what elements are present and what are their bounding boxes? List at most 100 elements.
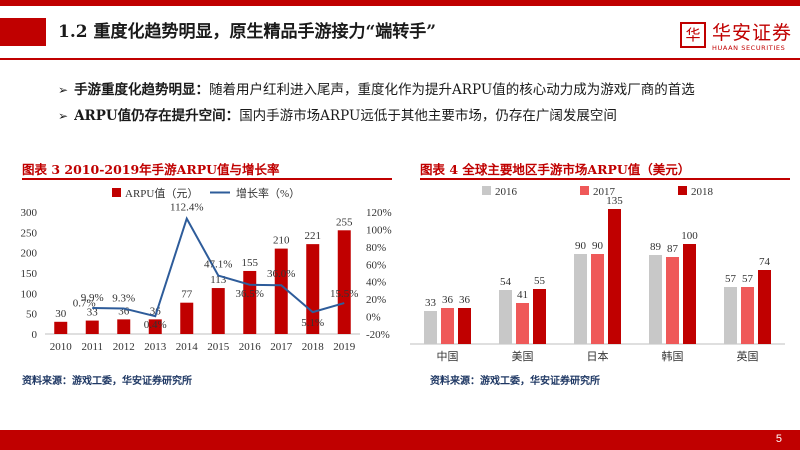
arrow-bullet-icon: ➢ — [58, 83, 69, 97]
chart2-legend-swatch — [580, 186, 589, 195]
chart1-bar — [54, 321, 68, 334]
chart2-bar-label: 100 — [681, 230, 698, 242]
chart1-line-label: 36.5% — [236, 288, 264, 300]
chart1-y-right-tick: 120% — [366, 207, 392, 219]
arrow-bullet-icon: ➢ — [58, 109, 69, 123]
chart1-line-label: 0.4% — [144, 319, 167, 331]
chart1-x-tick: 2014 — [176, 341, 199, 353]
logo-seal-icon: 华 — [680, 22, 706, 48]
chart1-x-tick: 2011 — [81, 341, 103, 353]
chart1-bar-label: 33 — [87, 307, 99, 319]
page-title: 1.2 重度化趋势明显，原生精品手游接力“端转手” — [58, 22, 437, 42]
chart2-bar — [649, 255, 662, 344]
chart2-bar-label: 57 — [742, 273, 754, 285]
chart1-y-right-tick: 0% — [366, 312, 381, 324]
chart2-bar-label: 54 — [500, 276, 512, 288]
chart2-x-tick: 韩国 — [662, 349, 684, 363]
bullet-2: ➢ ARPU值仍存在提升空间：国内手游市场ARPU远低于其他主要市场，仍存在广阔发… — [58, 104, 617, 124]
chart1-x-tick: 2018 — [302, 341, 325, 353]
chart1-bar — [117, 319, 131, 334]
chart2-bar-label: 41 — [517, 289, 528, 301]
chart1-arpu-growth: 0 50 100 150 200 250 300 -20% 0% 20% 40% 60% 80% 100%… — [21, 186, 392, 353]
chart2-bar-label: 55 — [534, 275, 546, 287]
chart2-legend-swatch — [678, 186, 687, 195]
chart2-x-tick: 美国 — [512, 350, 534, 363]
chart1-growth-line — [92, 216, 345, 318]
chart2-bar-label: 135 — [606, 195, 623, 207]
chart2-bar — [591, 254, 604, 344]
chart2-title: 图表 4 全球主要地区手游市场ARPU值（美元） — [420, 162, 691, 177]
header-accent-block — [0, 18, 46, 46]
chart2-bar — [458, 308, 471, 344]
chart1-y-left-tick: 0 — [32, 329, 38, 341]
chart2-bar-label: 36 — [442, 294, 454, 306]
logo-english-name: HUAAN SECURITIES — [712, 44, 786, 52]
chart1-y-right-tick: 20% — [366, 294, 386, 306]
chart2-legend-label: 2018 — [691, 186, 714, 198]
chart1-bar-label: 155 — [242, 257, 259, 269]
chart1-line-label: 9.9% — [81, 292, 104, 304]
chart1-line-label: 47.1% — [204, 259, 232, 271]
chart2-bar — [683, 244, 696, 344]
chart1-title-rule — [22, 178, 392, 180]
chart2-bar — [533, 289, 546, 344]
chart1-x-tick: 2017 — [270, 341, 293, 353]
chart1-y-left-tick: 100 — [21, 288, 38, 300]
chart2-bar — [516, 303, 529, 344]
chart1-y-right-tick: 60% — [366, 259, 386, 271]
chart1-extra-label: 0.7% — [73, 298, 96, 310]
chart1-y-left-tick: 50 — [26, 309, 38, 321]
chart1-line-label: 5.1% — [301, 317, 324, 329]
chart1-title: 图表 3 2010-2019年手游ARPU值与增长率 — [22, 162, 280, 177]
logo-chinese-name: 华安证券 — [712, 22, 793, 44]
chart1-bar — [211, 288, 225, 334]
chart1-legend-label-bar: ARPU值（元） — [125, 187, 198, 200]
chart1-y-right-tick: 40% — [366, 277, 386, 289]
page-number: 5 — [775, 433, 782, 445]
chart2-x-tick: 英国 — [737, 349, 759, 363]
chart1-y-left-tick: 150 — [21, 268, 38, 280]
chart1-bar-label: 255 — [336, 216, 353, 228]
chart1-legend-swatch-bar — [112, 188, 121, 197]
chart1-bar-label: 221 — [305, 230, 322, 242]
chart1-bar — [274, 248, 288, 334]
chart1-x-tick: 2015 — [207, 341, 230, 353]
footer-bar — [0, 430, 800, 450]
chart1-bar — [337, 230, 351, 334]
chart1-line-label: 15.5% — [330, 288, 358, 300]
chart2-bar-label: 89 — [650, 241, 662, 253]
chart2-x-tick: 中国 — [437, 350, 459, 363]
chart1-y-left-tick: 200 — [21, 248, 38, 260]
chart2-bar-label: 33 — [425, 297, 437, 309]
chart2-bar-label: 57 — [725, 273, 737, 285]
chart2-bar — [741, 287, 754, 344]
chart1-y-right-tick: -20% — [366, 329, 390, 341]
bullet-2-heading: ARPU值仍存在提升空间： — [74, 108, 240, 124]
chart1-bar — [148, 319, 162, 334]
bullet-2-text: 国内手游市场ARPU远低于其他主要市场，仍存在广阔发展空间 — [239, 108, 617, 124]
chart1-bar-label: 77 — [181, 289, 193, 301]
chart2-bar — [574, 254, 587, 344]
chart1-source: 资料来源：游戏工委，华安证券研究所 — [22, 376, 192, 387]
header-divider — [0, 58, 800, 60]
chart2-bar-label: 87 — [667, 243, 679, 255]
chart1-line-label: 36.0% — [267, 268, 295, 280]
chart1-bar — [85, 320, 99, 334]
chart2-legend-swatch — [482, 186, 491, 195]
chart1-y-left-tick: 300 — [21, 207, 38, 219]
chart1-x-tick: 2010 — [50, 341, 73, 353]
chart2-bar-label: 36 — [459, 294, 471, 306]
chart1-line-label: 112.4% — [170, 202, 204, 214]
chart1-bar-label: 30 — [55, 308, 67, 320]
bullet-1-heading: 手游重度化趋势明显： — [74, 82, 210, 98]
chart2-bar — [666, 257, 679, 344]
chart1-line-label: 9.3% — [112, 292, 135, 304]
chart2-legend-label: 2016 — [495, 186, 518, 198]
chart1-bar-label: 210 — [273, 235, 290, 247]
chart2-bar — [758, 270, 771, 344]
top-accent-bar — [0, 0, 800, 6]
chart1-bar-label: 36 — [118, 305, 130, 317]
chart2-bar-label: 90 — [575, 240, 587, 252]
chart2-title-rule — [420, 178, 790, 180]
chart1-bar — [180, 302, 194, 334]
